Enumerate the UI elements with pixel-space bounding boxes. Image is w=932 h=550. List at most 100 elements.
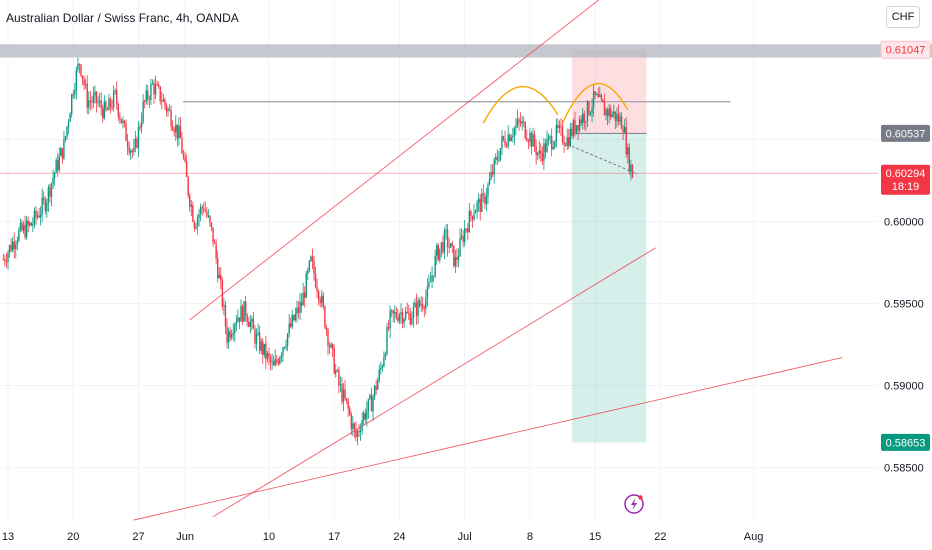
candle-body (116, 90, 118, 105)
candle-body (588, 101, 590, 115)
candle-body (178, 125, 180, 139)
candle-body (234, 324, 236, 333)
candle-body (608, 108, 610, 117)
candle-body (84, 83, 87, 85)
candle-body (271, 361, 273, 363)
y-tick-label: 0.58500 (884, 463, 924, 475)
candle-body (384, 353, 387, 358)
candle-body (429, 281, 432, 283)
candle-body (86, 83, 88, 108)
price-axis[interactable]: 0.60000 0.59500 0.59000 0.58500 (884, 216, 924, 474)
candle-body (516, 119, 519, 126)
candle-body (625, 126, 627, 155)
time-axis[interactable]: 13 20 27 Jun 10 17 24 Jul 8 15 22 Aug (2, 531, 764, 543)
x-tick-label: 20 (67, 531, 79, 543)
currency-button[interactable]: CHF (886, 6, 920, 28)
chart-title: Australian Dollar / Swiss Franc, 4h, OAN… (6, 11, 239, 25)
candle-body (414, 302, 416, 308)
candle-body (111, 107, 113, 109)
candle-body (57, 160, 59, 171)
candle-body (630, 164, 632, 172)
candle-body (43, 197, 45, 200)
candle-body (436, 245, 438, 256)
candle-body (631, 164, 634, 178)
candle-body (109, 98, 112, 108)
candle-body (397, 317, 399, 321)
candle-body (561, 126, 564, 143)
candle-body (190, 205, 192, 207)
candle-body (617, 113, 620, 122)
chart-drawings[interactable] (133, 0, 843, 521)
candle-body (223, 304, 225, 307)
candle-body (238, 317, 241, 322)
candle-body (325, 327, 328, 331)
x-tick-label: 24 (393, 531, 405, 543)
candle-body (440, 242, 443, 249)
candle-body (112, 91, 115, 108)
price-badge-label: 0.58653 (886, 437, 926, 449)
candle-body (448, 246, 450, 248)
flash-icon[interactable] (624, 494, 644, 514)
candle-body (417, 300, 419, 317)
candle-body (600, 94, 603, 100)
candle-body (554, 141, 556, 147)
candle-body (257, 332, 259, 334)
candle-body (305, 273, 307, 298)
candle-body (566, 137, 568, 146)
candle-body (536, 152, 539, 156)
candle-body (524, 122, 526, 138)
candle-body (356, 431, 359, 437)
candle-body (498, 159, 500, 161)
trendline (133, 357, 843, 521)
resistance-zone (0, 44, 932, 58)
candle-body (530, 132, 533, 147)
candle-body (394, 312, 396, 314)
candle-body (131, 150, 133, 152)
candle-body (72, 94, 74, 96)
candle-body (201, 207, 203, 209)
price-badge-label: 0.61047 (886, 45, 926, 57)
candle-body (420, 304, 422, 306)
candle-body (150, 84, 152, 100)
candle-body (53, 172, 56, 179)
candle-body (519, 121, 522, 124)
candle-body (198, 214, 200, 218)
grid-lines (0, 0, 878, 520)
candle-body (235, 321, 238, 325)
candle-body (272, 361, 275, 366)
candle-body (369, 395, 371, 399)
candle-body (574, 120, 576, 133)
candle-body (167, 109, 169, 112)
x-tick-label: 15 (589, 531, 601, 543)
candle-body (310, 256, 312, 262)
candle-body (38, 215, 40, 218)
candle-body (187, 176, 189, 196)
candle-body (161, 101, 163, 103)
candle-body (375, 385, 377, 390)
candle-body (540, 150, 542, 155)
candle-body (535, 146, 537, 156)
candle-body (229, 331, 231, 338)
candle-body (91, 101, 93, 103)
candle-body (277, 361, 279, 364)
candle-body (153, 83, 155, 95)
candle-body (105, 101, 107, 110)
pattern-arc (482, 85, 559, 124)
candle-body (501, 136, 503, 148)
candle-body (210, 222, 213, 228)
candle-body (95, 91, 98, 103)
candle-body (55, 160, 57, 173)
candle-body (623, 126, 626, 133)
price-badge-label: 0.60294 (886, 168, 926, 180)
candle-body (164, 99, 166, 106)
candle-body (209, 215, 211, 223)
candle-body (288, 323, 290, 334)
candle-body (398, 314, 401, 321)
candle-body (509, 134, 511, 141)
candle-body (199, 207, 202, 215)
candle-body (361, 420, 363, 431)
candle-body (314, 273, 317, 287)
candle-body (328, 346, 331, 348)
candle-body (471, 216, 474, 220)
